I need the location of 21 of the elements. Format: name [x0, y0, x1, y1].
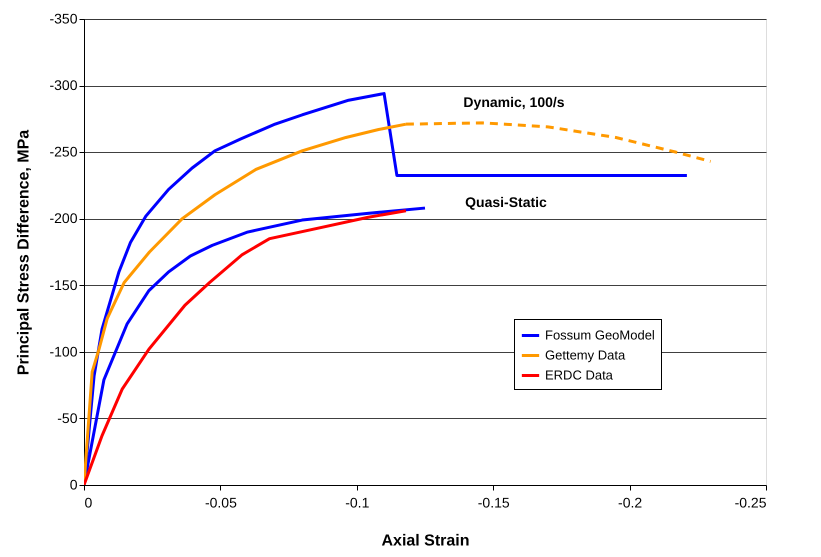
- y-tick-label: -250: [49, 144, 78, 160]
- y-tick-label: -150: [49, 276, 78, 293]
- y-tick-label: 0: [70, 476, 78, 492]
- legend-label: Fossum GeoModel: [545, 328, 655, 342]
- legend-label: ERDC Data: [545, 368, 614, 382]
- y-tick-label: -50: [57, 410, 78, 426]
- y-tick-label: -350: [49, 10, 78, 26]
- y-tick-label: -100: [49, 343, 78, 360]
- x-tick-label: -0.1: [345, 494, 370, 510]
- x-tick-label: -0.2: [618, 494, 642, 510]
- legend-label: Gettemy Data: [545, 348, 626, 362]
- y-axis-title: Principal Stress Difference, MPa: [15, 130, 32, 376]
- y-tick-label: -300: [49, 77, 78, 94]
- annotation: Quasi-Static: [465, 194, 548, 210]
- y-tick-label: -200: [49, 210, 78, 226]
- annotation: Dynamic, 100/s: [463, 94, 565, 110]
- x-tick-label: -0.05: [204, 494, 238, 510]
- x-tick-label: -0.25: [734, 494, 767, 510]
- x-tick-label: 0: [84, 494, 92, 510]
- x-axis-title: Axial Strain: [381, 532, 470, 550]
- x-tick-label: -0.15: [478, 494, 510, 510]
